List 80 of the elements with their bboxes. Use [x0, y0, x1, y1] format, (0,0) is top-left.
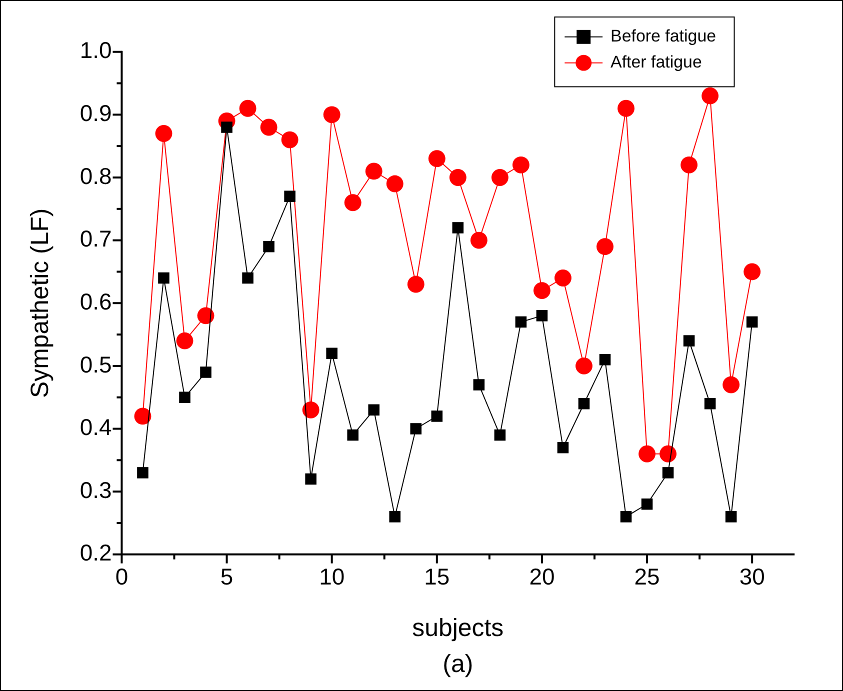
- point: [347, 429, 358, 441]
- point: [197, 307, 214, 324]
- point: [158, 272, 170, 284]
- point: [407, 276, 424, 293]
- point: [389, 511, 401, 522]
- x-tick-label: 30: [739, 563, 765, 590]
- point: [660, 445, 677, 462]
- point: [725, 511, 737, 522]
- point: [326, 348, 338, 360]
- point: [638, 445, 656, 462]
- point: [618, 100, 634, 117]
- point: [494, 429, 506, 441]
- point: [242, 272, 254, 284]
- point: [491, 169, 508, 186]
- point: [662, 467, 674, 478]
- point: [744, 263, 761, 280]
- point: [683, 335, 695, 346]
- legend-label: Before fatigue: [610, 26, 716, 46]
- point: [284, 190, 296, 202]
- point: [176, 332, 194, 350]
- point: [410, 423, 422, 434]
- point: [323, 106, 340, 124]
- point: [305, 473, 316, 485]
- y-tick-label: 1.0: [80, 37, 112, 64]
- y-tick-label: 0.3: [80, 476, 112, 503]
- point: [263, 240, 274, 252]
- point: [578, 398, 590, 410]
- point: [431, 410, 443, 422]
- point: [452, 222, 464, 234]
- point: [554, 270, 572, 286]
- point: [533, 282, 550, 300]
- point: [641, 498, 653, 510]
- point: [576, 357, 592, 374]
- point: [302, 401, 320, 418]
- text: (a): [442, 650, 474, 678]
- point: [137, 467, 148, 478]
- x-tick-label: 10: [319, 563, 345, 590]
- point: [599, 354, 611, 366]
- y-tick-label: 0.2: [80, 540, 112, 566]
- x-tick-label: 15: [424, 563, 450, 590]
- point: [473, 379, 485, 390]
- point: [368, 404, 380, 416]
- point: [344, 194, 362, 212]
- point: [260, 118, 278, 136]
- point: [596, 238, 614, 256]
- y-tick-label: 0.4: [80, 414, 112, 440]
- point: [704, 398, 716, 410]
- x-tick-label: 0: [115, 563, 128, 590]
- point: [702, 87, 719, 104]
- point: [281, 131, 298, 148]
- point: [428, 150, 446, 168]
- y-tick-label: 0.9: [80, 100, 112, 126]
- point: [200, 366, 212, 378]
- point: [515, 316, 527, 328]
- y-tick-label: 0.7: [80, 226, 112, 252]
- point: [221, 122, 232, 133]
- point: [557, 442, 569, 454]
- x-tick-label: 20: [529, 563, 555, 590]
- y-tick-label: 0.6: [80, 288, 112, 314]
- point: [536, 310, 548, 322]
- legend-label: After fatigue: [610, 52, 702, 72]
- point: [365, 162, 382, 180]
- point: [680, 156, 698, 174]
- point: [722, 376, 740, 394]
- x-tick-label: 25: [634, 563, 660, 590]
- x-tick-label: 5: [220, 563, 234, 590]
- point: [470, 232, 488, 249]
- point: [239, 100, 256, 117]
- y-axis-title: Sympathetic (LF): [26, 208, 54, 398]
- point: [134, 408, 152, 425]
- point: [620, 511, 632, 522]
- point: [449, 169, 466, 186]
- x-axis-title: subjects: [412, 614, 504, 642]
- y-tick-label: 0.5: [80, 351, 112, 378]
- point: [179, 392, 190, 403]
- y-tick-label: 0.8: [80, 162, 112, 189]
- point: [746, 316, 758, 328]
- point: [386, 175, 404, 192]
- point: [512, 156, 530, 174]
- point: [155, 125, 172, 142]
